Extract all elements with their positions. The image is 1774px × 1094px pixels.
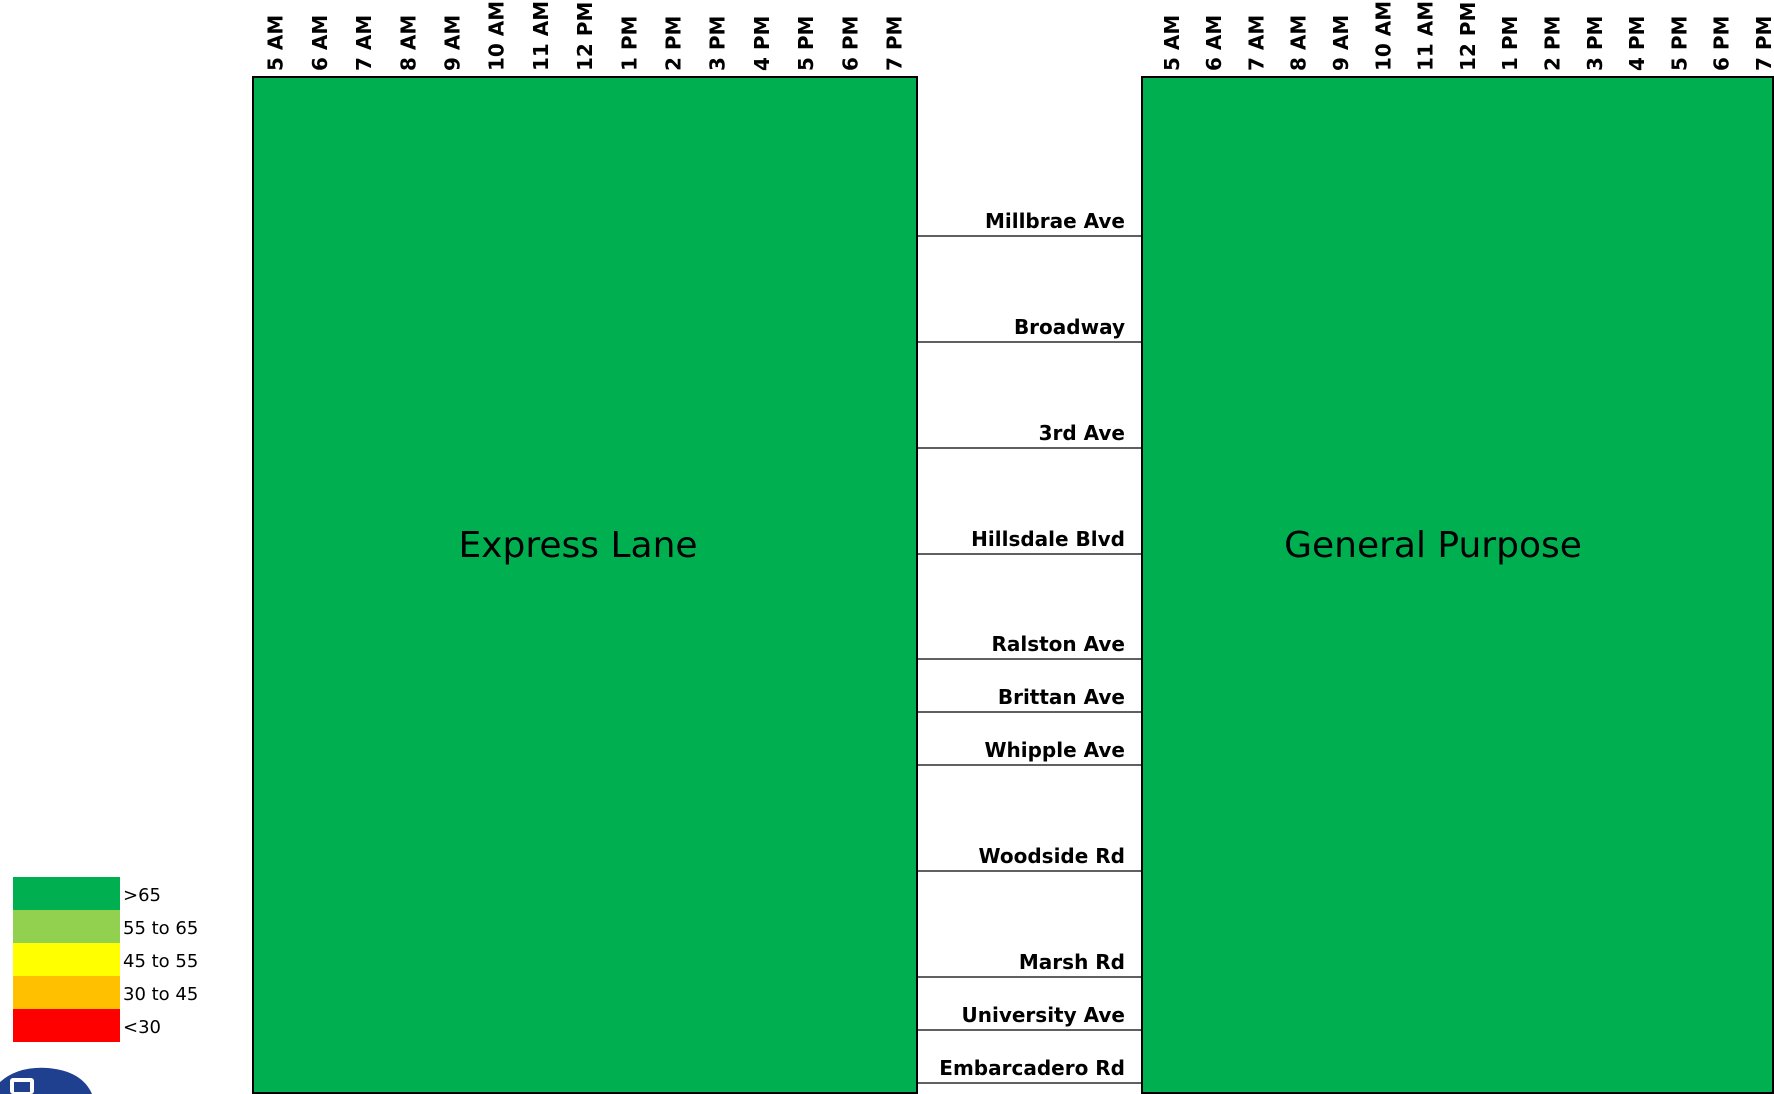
hour-tick-label: 1 PM [617, 16, 641, 71]
legend-swatch [13, 943, 120, 976]
segment-label: Millbrae Ave [985, 209, 1125, 233]
hour-tick-label: 11 AM [529, 1, 553, 71]
panel-frame [252, 76, 918, 1094]
legend-swatch [13, 877, 120, 910]
hour-tick-label: 8 AM [1287, 15, 1311, 71]
speed-legend: >65 55 to 65 45 to 55 30 to 45 <30 [13, 877, 198, 1042]
legend-swatch [13, 976, 120, 1009]
hour-tick-label: 5 PM [794, 16, 818, 71]
legend-swatch [13, 1009, 120, 1042]
express-lane-panel [252, 76, 918, 1094]
segment-label: Embarcadero Rd [939, 1056, 1125, 1080]
express-lane-hour-ticks: 5 AM 6 AM 7 AM 8 AM 9 AM 10 AM 11 AM 12 PM 1 PM 2… [264, 1, 907, 71]
agency-logo [0, 1067, 92, 1094]
general-purpose-hour-ticks: 5 AM 6 AM 7 AM 8 AM 9 AM 10 AM 11 AM 12 PM 1 PM 2… [1160, 1, 1774, 71]
hour-tick-label: 2 PM [1540, 16, 1564, 71]
hour-tick-label: 9 AM [441, 15, 465, 71]
general-purpose-title: General Purpose [1284, 525, 1582, 566]
general-purpose-panel [1141, 76, 1774, 1094]
hour-tick-label: 2 PM [662, 16, 686, 71]
legend-label: >65 [123, 885, 161, 906]
hour-tick-label: 8 AM [396, 15, 420, 71]
legend-label: 30 to 45 [123, 984, 198, 1005]
legend-label: <30 [123, 1017, 161, 1038]
segment-label: Brittan Ave [998, 685, 1125, 709]
segment-label: Woodside Rd [979, 844, 1125, 868]
hour-tick-label: 7 PM [883, 16, 907, 71]
hour-tick-label: 12 PM [573, 2, 597, 71]
legend-swatch [13, 910, 120, 943]
segment-label: Marsh Rd [1019, 950, 1125, 974]
legend-label: 45 to 55 [123, 951, 198, 972]
legend-label: 55 to 65 [123, 918, 198, 939]
hour-tick-label: 9 AM [1329, 15, 1353, 71]
hour-tick-label: 6 PM [1710, 16, 1734, 71]
hour-tick-label: 7 AM [352, 15, 376, 71]
segment-label: Ralston Ave [991, 632, 1125, 656]
hour-tick-label: 6 AM [1202, 15, 1226, 71]
panel-frame [1141, 76, 1774, 1094]
heatmap-base [1142, 77, 1773, 1094]
hour-tick-label: 12 PM [1456, 2, 1480, 71]
segment-label: Broadway [1014, 315, 1125, 339]
hour-tick-label: 6 AM [308, 15, 332, 71]
hour-tick-label: 7 AM [1244, 15, 1268, 71]
hour-tick-label: 7 PM [1752, 16, 1774, 71]
segment-labels: Millbrae Ave Broadway 3rd Ave Hillsdale Blv… [917, 209, 1142, 1084]
hour-tick-label: 5 AM [264, 15, 288, 71]
hour-tick-label: 4 PM [1625, 16, 1649, 71]
hour-tick-label: 10 AM [1371, 1, 1395, 71]
hour-tick-label: 3 PM [1583, 16, 1607, 71]
hour-tick-label: 6 PM [838, 16, 862, 71]
hour-tick-label: 5 PM [1667, 16, 1691, 71]
hour-tick-label: 5 AM [1160, 15, 1184, 71]
express-lane-title: Express Lane [458, 525, 697, 566]
hour-tick-label: 1 PM [1498, 16, 1522, 71]
segment-label: University Ave [962, 1003, 1126, 1027]
segment-label: 3rd Ave [1039, 421, 1125, 445]
hour-tick-label: 4 PM [750, 16, 774, 71]
hour-tick-label: 10 AM [485, 1, 509, 71]
heatmap-base [253, 77, 917, 1094]
segment-label: Whipple Ave [984, 738, 1125, 762]
hour-tick-label: 11 AM [1414, 1, 1438, 71]
hour-tick-label: 3 PM [706, 16, 730, 71]
segment-label: Hillsdale Blvd [971, 527, 1125, 551]
